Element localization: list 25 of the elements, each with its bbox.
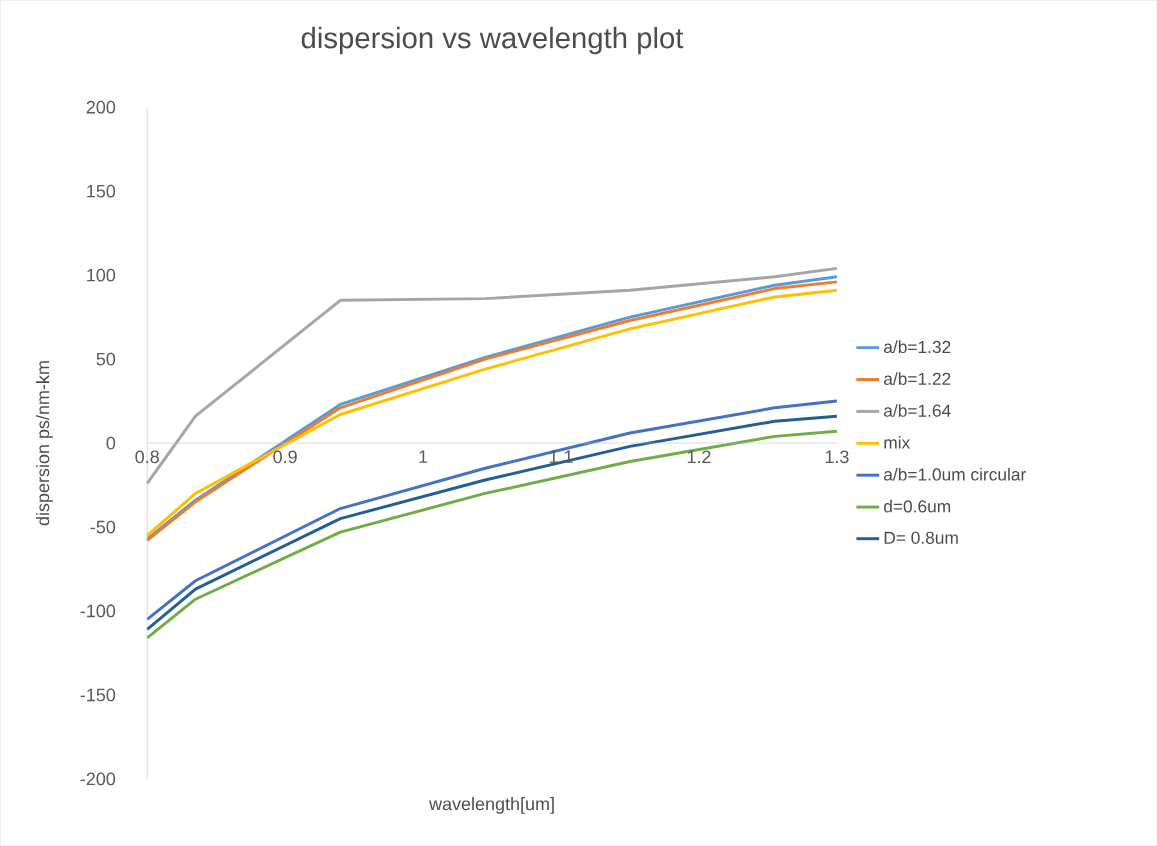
y-tick-label: -100 — [80, 604, 116, 618]
y-tick-label: 50 — [96, 352, 116, 366]
y-tick-label: -50 — [90, 520, 116, 534]
y-tick-label: -200 — [80, 772, 116, 786]
chart-title: dispersion vs wavelength plot — [301, 26, 684, 55]
legend-label: mix — [884, 435, 911, 449]
x-tick-label: 1.3 — [825, 450, 849, 464]
legend-label: a/b=1.22 — [884, 372, 951, 385]
x-tick-label: 1 — [419, 450, 428, 463]
legend-label: D= 0.8um — [884, 531, 958, 544]
x-tick-label: 0.9 — [273, 450, 297, 464]
x-tick-label: 1.1 — [549, 450, 573, 463]
x-axis-title: wavelength[um] — [429, 796, 554, 814]
legend-label: a/b=1.64 — [884, 404, 951, 417]
legend-label: a/b=1.32 — [884, 340, 951, 354]
y-tick-label: 150 — [87, 184, 116, 198]
y-tick-label: -150 — [80, 688, 116, 702]
x-tick-label: 0.8 — [135, 450, 159, 464]
y-tick-label: 0 — [106, 436, 116, 450]
y-axis-title: dispersion ps/nm-km — [36, 361, 53, 526]
x-tick-label: 1.2 — [687, 450, 711, 463]
legend-label: a/b=1.0um circular — [884, 467, 1026, 481]
legend-label: d=0.6um — [884, 499, 951, 513]
y-tick-label: 200 — [86, 100, 116, 114]
y-tick-label: 100 — [87, 268, 116, 282]
